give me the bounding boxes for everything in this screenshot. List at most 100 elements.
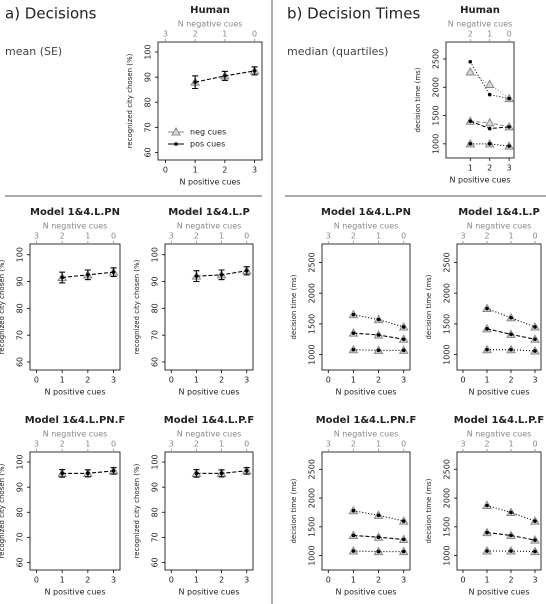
plot-frame bbox=[157, 41, 263, 161]
x2-tick-label: 3 bbox=[326, 440, 331, 449]
x2-axis-label: N negative cues bbox=[43, 430, 108, 439]
x-axis-label: N positive cues bbox=[178, 588, 239, 597]
panel-title: Model 1&4.L.PN.F bbox=[25, 415, 126, 426]
x2-tick-label: 2 bbox=[60, 232, 65, 241]
y-tick-label: 60 bbox=[151, 357, 160, 367]
point-marker bbox=[351, 331, 356, 335]
point-marker bbox=[351, 347, 356, 352]
point-marker bbox=[509, 332, 513, 337]
point-marker bbox=[507, 125, 511, 129]
point-marker bbox=[485, 549, 489, 553]
x2-tick-label: 2 bbox=[193, 30, 198, 39]
x-tick-label: 3 bbox=[532, 576, 537, 585]
y-tick-label: 1000 bbox=[308, 545, 317, 565]
x-tick-label: 1 bbox=[194, 576, 199, 585]
x-tick-label: 2 bbox=[487, 164, 492, 173]
x-axis-label: N positive cues bbox=[178, 388, 239, 397]
panel-title: Model 1&4.L.P.F bbox=[454, 415, 544, 426]
x2-tick-label: 0 bbox=[111, 232, 116, 241]
x-tick-label: 0 bbox=[34, 576, 39, 585]
y-tick-label: 60 bbox=[16, 557, 25, 567]
y-axis-label: recognized city chosen (%) bbox=[0, 463, 6, 558]
x2-tick-label: 3 bbox=[460, 440, 465, 449]
y-tick-label: 100 bbox=[16, 247, 25, 262]
x-axis-label: N positive cues bbox=[179, 178, 240, 187]
y-tick-label: 60 bbox=[151, 557, 160, 567]
x-tick-label: 0 bbox=[460, 576, 465, 585]
legend-marker bbox=[174, 142, 178, 146]
triangle-marker bbox=[484, 79, 495, 88]
point-marker bbox=[485, 530, 489, 535]
x2-tick-label: 2 bbox=[194, 440, 199, 449]
point-marker bbox=[351, 549, 356, 553]
x-tick-label: 3 bbox=[111, 376, 116, 385]
y-tick-label: 1000 bbox=[443, 545, 452, 565]
x-tick-label: 0 bbox=[460, 376, 465, 385]
x2-tick-label: 1 bbox=[85, 232, 90, 241]
x2-tick-label: 1 bbox=[219, 440, 224, 449]
y-tick-label: 2500 bbox=[308, 459, 317, 479]
point-marker bbox=[244, 469, 249, 473]
y-tick-label: 70 bbox=[151, 532, 160, 542]
point-marker bbox=[86, 273, 90, 277]
y-tick-label: 1000 bbox=[432, 134, 441, 154]
x-axis-label: N positive cues bbox=[44, 388, 105, 397]
x-tick-label: 2 bbox=[508, 576, 513, 585]
point-marker bbox=[194, 471, 199, 476]
x-tick-label: 3 bbox=[401, 576, 406, 585]
point-marker bbox=[533, 337, 537, 342]
x-tick-label: 3 bbox=[244, 376, 249, 385]
panel-title: Model 1&4.L.P bbox=[458, 207, 540, 218]
x-tick-label: 3 bbox=[111, 576, 116, 585]
x-axis-label: N positive cues bbox=[335, 588, 396, 597]
point-marker bbox=[111, 270, 116, 274]
point-marker bbox=[401, 549, 406, 554]
point-marker bbox=[244, 269, 249, 273]
x-tick-label: 0 bbox=[169, 576, 174, 585]
quartile-line bbox=[470, 71, 510, 99]
x-tick-label: 2 bbox=[508, 376, 513, 385]
y-tick-label: 2500 bbox=[443, 459, 452, 479]
quartile-line bbox=[470, 143, 510, 147]
point-marker bbox=[60, 471, 64, 476]
x2-axis-label: N negative cues bbox=[177, 430, 242, 439]
quartile-line bbox=[469, 61, 510, 100]
y-tick-label: 1500 bbox=[443, 517, 452, 537]
panel-title: Model 1&4.L.PN bbox=[321, 207, 411, 218]
y-tick-label: 80 bbox=[144, 97, 153, 107]
y-tick-label: 1500 bbox=[443, 314, 452, 334]
y-tick-label: 1500 bbox=[308, 517, 317, 537]
panel: Human N negative cues N positive cues recog… bbox=[126, 5, 263, 187]
plot-frame bbox=[321, 451, 411, 571]
plot-frame bbox=[445, 41, 515, 159]
x-tick-label: 1 bbox=[468, 164, 473, 173]
x-axis-label: N positive cues bbox=[468, 588, 529, 597]
y-tick-label: 2500 bbox=[308, 252, 317, 272]
quartile-line bbox=[486, 308, 536, 328]
x-tick-label: 0 bbox=[163, 166, 168, 175]
x2-axis-label: N negative cues bbox=[334, 430, 399, 439]
panel: Model 1&4.L.PN.F N negative cues N positiv… bbox=[0, 415, 125, 597]
x2-tick-label: 0 bbox=[401, 232, 406, 241]
y-axis-label: decision time (ms) bbox=[425, 274, 433, 339]
point-marker bbox=[533, 349, 537, 353]
x2-tick-label: 2 bbox=[484, 232, 489, 241]
point-marker bbox=[60, 275, 64, 280]
x-tick-label: 1 bbox=[351, 376, 356, 385]
y-tick-label: 80 bbox=[151, 303, 160, 313]
plot-frame bbox=[29, 243, 121, 371]
x-tick-label: 0 bbox=[326, 376, 331, 385]
plot-frame bbox=[29, 451, 121, 571]
section-title: b) Decision Times bbox=[287, 5, 420, 23]
x-tick-label: 3 bbox=[532, 376, 537, 385]
panel-title: Model 1&4.L.P.F bbox=[164, 415, 254, 426]
y-tick-label: 90 bbox=[16, 276, 25, 286]
point-marker bbox=[252, 69, 257, 73]
x2-tick-label: 3 bbox=[460, 232, 465, 241]
point-marker bbox=[194, 274, 199, 278]
x-tick-label: 2 bbox=[376, 376, 381, 385]
point-marker bbox=[376, 333, 381, 337]
x2-tick-label: 0 bbox=[532, 232, 537, 241]
x2-tick-label: 0 bbox=[244, 440, 249, 449]
x2-axis-label: N negative cues bbox=[177, 222, 242, 231]
